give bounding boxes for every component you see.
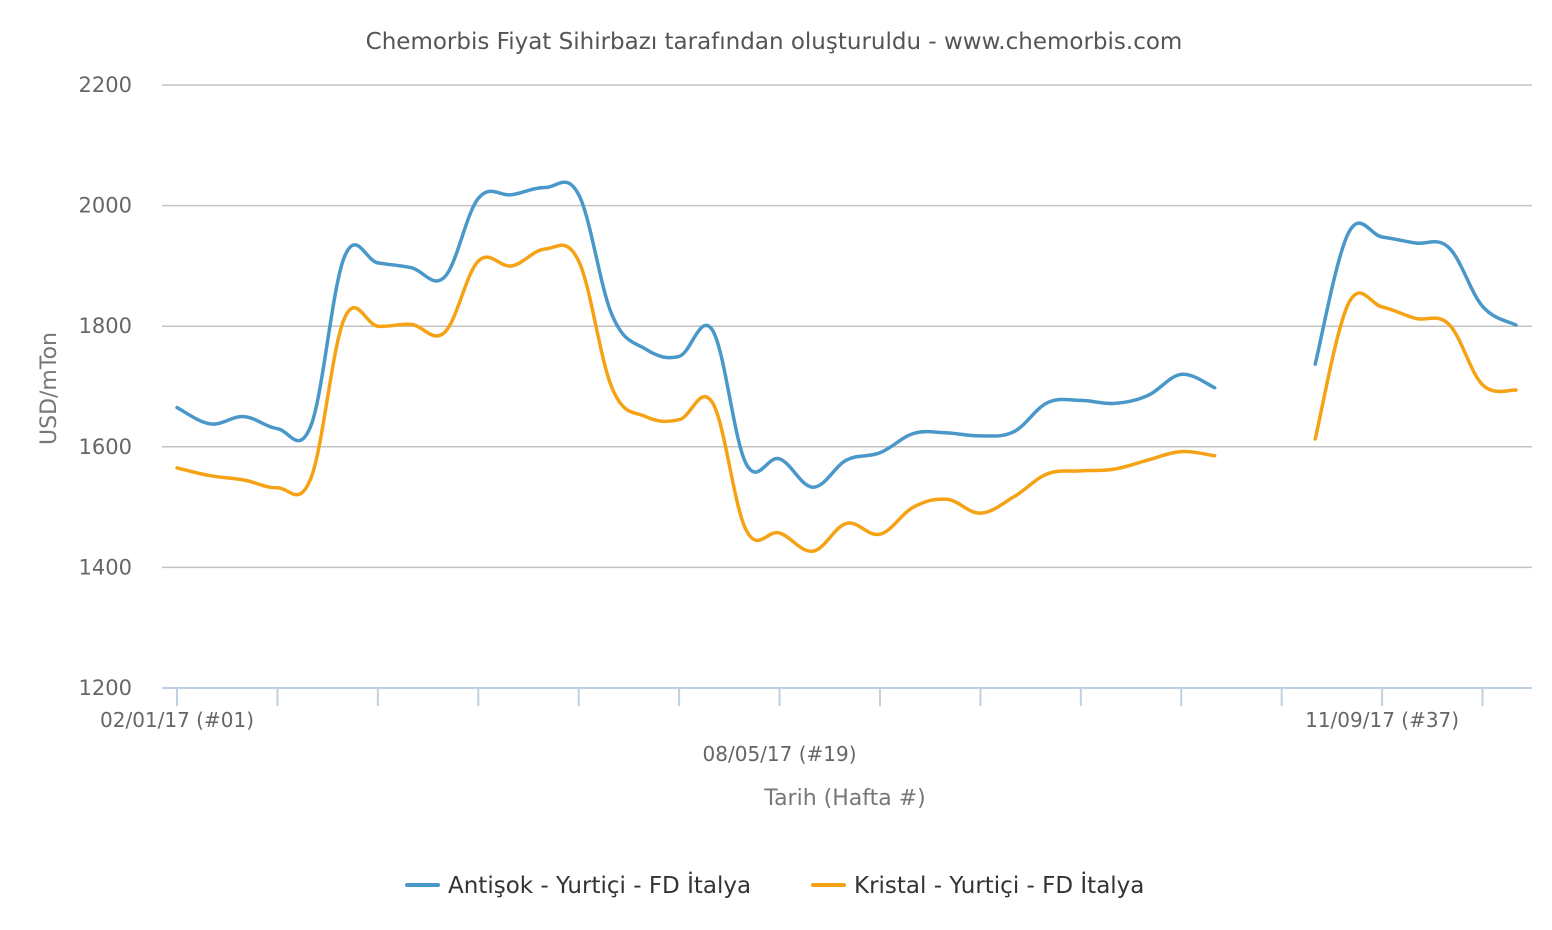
y-tick-label-2200: 2200: [79, 73, 132, 97]
y-tick-label-1600: 1600: [79, 435, 132, 459]
x-tick-label: 02/01/17 (#01): [100, 708, 254, 732]
series-line-2-segment-1: [175, 243, 1217, 553]
y-tick-label-2000: 2000: [79, 194, 132, 218]
y-tick-label-1400: 1400: [79, 555, 132, 579]
y-axis-title: USD/mTon: [37, 332, 62, 445]
x-tick-label: 11/09/17 (#37): [1305, 708, 1459, 732]
gridlines: [162, 84, 1532, 569]
legend-label-2: Kristal - Yurtiçi - FD İtalya: [854, 871, 1144, 899]
legend-label-1: Antişok - Yurtiçi - FD İtalya: [448, 871, 751, 899]
series-line-1-segment-2: [1313, 221, 1518, 366]
y-axis-ticks: 1200 1400 1600 1800 2000 2200: [79, 73, 132, 700]
y-tick-label-1200: 1200: [79, 676, 132, 700]
x-axis-title: Tarih (Hafta #): [763, 786, 925, 811]
chart-title: Chemorbis Fiyat Sihirbazı tarafından olu…: [366, 29, 1183, 55]
y-tick-label-1800: 1800: [79, 314, 132, 338]
x-axis-ticks: 02/01/17 (#01) 08/05/17 (#19) 11/09/17 (#3…: [100, 688, 1484, 766]
legend: Antişok - Yurtiçi - FD İtalya Kristal - Y…: [405, 871, 1144, 899]
series-lines: [175, 180, 1518, 553]
series-line-1-segment-1: [175, 180, 1217, 489]
x-tick-label: 08/05/17 (#19): [703, 742, 857, 766]
series-line-2-segment-2: [1313, 291, 1518, 441]
